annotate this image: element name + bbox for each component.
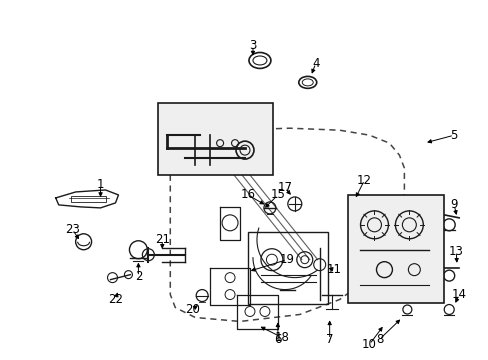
Text: 17: 17 [277,181,292,194]
Text: 11: 11 [326,263,342,276]
Text: 19: 19 [279,253,294,266]
Text: 23: 23 [65,223,80,236]
Text: 4: 4 [311,57,319,70]
Text: 18: 18 [274,331,289,344]
Text: 14: 14 [451,288,466,301]
Text: 9: 9 [449,198,457,211]
Text: 21: 21 [155,233,169,246]
Text: 20: 20 [184,303,199,316]
Bar [347,195,443,302]
Text: 8: 8 [375,333,383,346]
Text: 10: 10 [361,338,376,351]
Text: 6: 6 [274,333,281,346]
Text: 15: 15 [270,188,285,202]
Text: 5: 5 [449,129,457,142]
Text: 16: 16 [240,188,255,202]
Bar [158,103,272,175]
Text: 7: 7 [325,333,333,346]
Text: 3: 3 [249,39,256,52]
Text: 2: 2 [134,270,142,283]
Text: 1: 1 [97,179,104,192]
Text: 13: 13 [448,245,463,258]
Bar [71,196,105,202]
Text: 22: 22 [108,293,123,306]
Bar [247,232,327,303]
Text: 12: 12 [356,174,371,186]
